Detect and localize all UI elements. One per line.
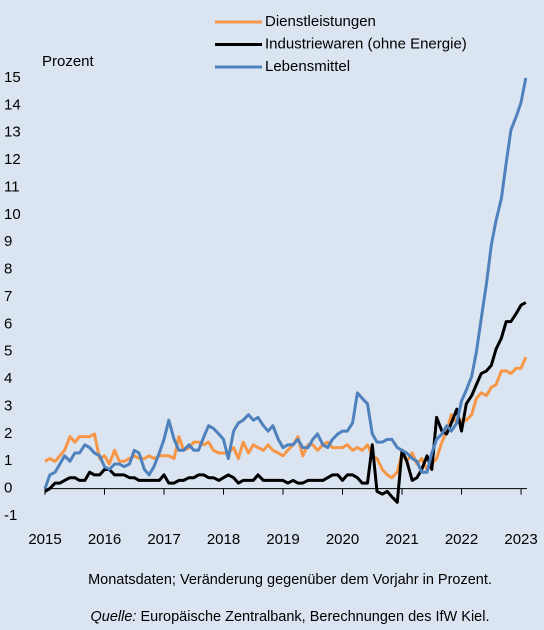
y-tick-label: 6 [4,315,12,332]
y-tick-label: 5 [4,343,12,360]
x-tick-label: 2023 [504,531,537,548]
y-tick-label: 2 [4,425,12,442]
x-tick-label: 2015 [28,531,61,548]
x-tick-label: 2018 [207,531,240,548]
x-tick-label: 2019 [266,531,299,548]
note: Monatsdaten; Veränderung gegenüber dem V… [88,572,492,588]
y-tick-label: 1 [4,452,12,469]
y-tick-label: 14 [4,96,21,113]
legend-label: Industriewaren (ohne Energie) [265,35,467,52]
y-tick-label: 0 [4,480,12,497]
y-tick-label: -1 [4,507,17,524]
y-tick-label: 13 [4,124,21,141]
x-tick-label: 2016 [88,531,121,548]
y-tick-label: 4 [4,370,12,387]
y-tick-label: 8 [4,261,12,278]
y-tick-label: 9 [4,233,12,250]
x-tick-label: 2022 [445,531,478,548]
x-tick-label: 2021 [385,531,418,548]
x-tick-label: 2017 [147,531,180,548]
source: Europäische Zentralbank, Berechnungen de… [140,609,489,625]
y-tick-label: 7 [4,288,12,305]
y-tick-label: 11 [4,178,20,195]
source-label: Quelle: [91,609,137,625]
y-tick-label: 3 [4,397,12,414]
y-tick-label: 12 [4,151,21,168]
legend-label: Dienstleistungen [265,13,376,30]
y-tick-label: 15 [4,69,21,86]
series-line [44,301,527,504]
y-axis-label: Prozent [42,53,95,70]
x-tick-label: 2020 [326,531,359,548]
series-line [43,77,528,490]
source-line: Quelle: Europäische Zentralbank, Berechnu… [91,609,490,625]
y-tick-label: 10 [4,206,21,223]
legend-label: Lebensmittel [265,58,350,75]
